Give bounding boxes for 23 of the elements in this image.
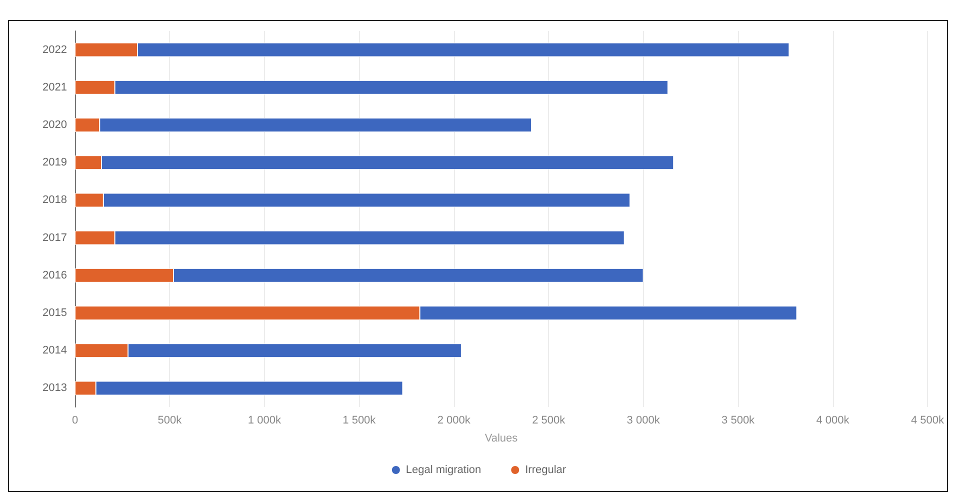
x-tick-label: 500k bbox=[158, 414, 182, 426]
x-axis-title: Values bbox=[484, 432, 518, 444]
x-tick-label: 3 500k bbox=[722, 414, 756, 426]
y-tick-label: 2014 bbox=[42, 344, 67, 357]
y-tick-label: 2017 bbox=[42, 232, 67, 244]
x-tick-label: 2 000k bbox=[437, 414, 471, 426]
y-tick-label: 2019 bbox=[42, 156, 67, 169]
x-tick-label: 4 000k bbox=[816, 414, 850, 426]
x-tick-label: 1 500k bbox=[342, 414, 376, 426]
y-tick-label: 2020 bbox=[42, 119, 67, 131]
x-tick-label: 0 bbox=[72, 414, 78, 426]
y-tick-label: 2016 bbox=[42, 269, 67, 282]
x-tick-label: 4 500k bbox=[910, 414, 944, 426]
x-tick-label: 1 000k bbox=[248, 414, 282, 426]
y-tick-label: 2018 bbox=[42, 194, 67, 206]
y-tick-label: 2021 bbox=[42, 81, 67, 94]
y-tick-label: 2015 bbox=[42, 307, 67, 319]
x-tick-label: 2 500k bbox=[532, 414, 566, 426]
x-tick-label: 3 000k bbox=[626, 414, 660, 426]
y-tick-label: 2022 bbox=[42, 44, 67, 56]
legend-label: Irregular bbox=[525, 464, 566, 476]
y-tick-label: 2013 bbox=[42, 382, 67, 394]
legend-label: Legal migration bbox=[406, 464, 482, 476]
